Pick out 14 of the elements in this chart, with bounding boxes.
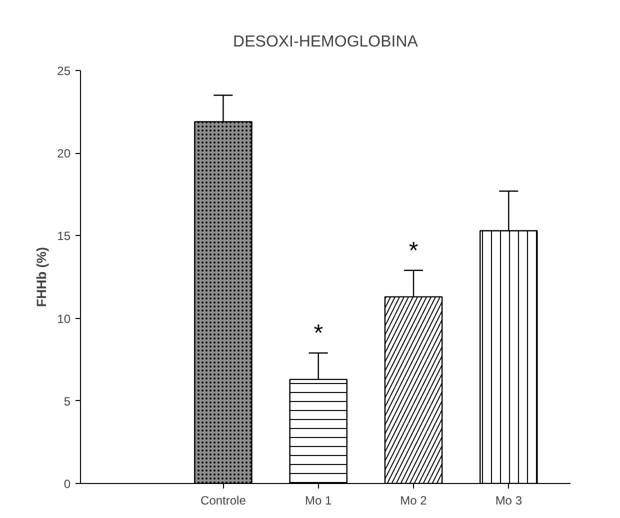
y-axis-title: FHHb (%) xyxy=(34,247,50,307)
x-tick-label: Mo 2 xyxy=(400,494,428,508)
chart-title: DESOXI-HEMOGLOBINA xyxy=(233,34,418,50)
x-tick-label: Mo 3 xyxy=(495,494,522,508)
annotation: * xyxy=(408,237,418,264)
y-tick-label: 10 xyxy=(57,312,71,326)
x-tick-label: Controle xyxy=(200,494,246,508)
x-tick-label: Mo 1 xyxy=(305,494,332,508)
annotation: * xyxy=(314,320,324,347)
y-tick-label: 5 xyxy=(64,394,71,408)
y-tick-label: 0 xyxy=(64,477,71,491)
y-tick-label: 15 xyxy=(57,229,71,244)
y-tick-label: 25 xyxy=(57,64,71,78)
y-tick-label: 20 xyxy=(57,146,71,161)
